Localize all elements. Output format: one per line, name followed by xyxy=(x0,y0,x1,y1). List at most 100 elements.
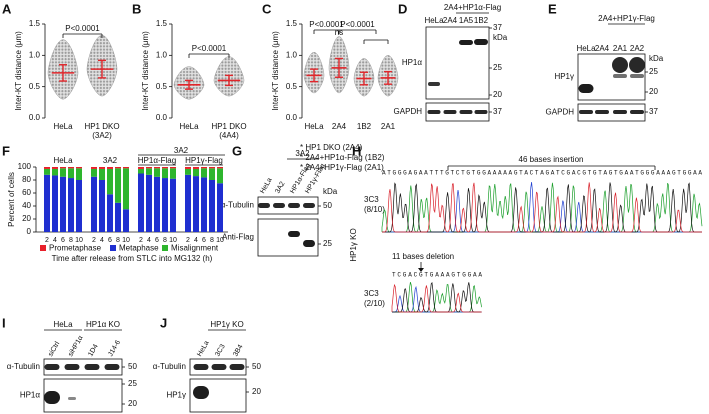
band xyxy=(579,110,593,114)
band xyxy=(68,397,76,400)
bar-segment xyxy=(185,174,191,232)
band xyxy=(303,203,315,208)
bar-segment xyxy=(76,180,82,232)
bar-segment xyxy=(217,168,223,184)
band xyxy=(273,203,285,208)
band xyxy=(193,364,209,370)
marker-label: 25 xyxy=(323,239,332,248)
row-label: HP1α xyxy=(402,58,423,67)
header-label: HeLa xyxy=(53,320,73,329)
bar-segment xyxy=(123,168,129,210)
row-label: α-Tubulin xyxy=(153,362,186,371)
lane-label: siCtrl xyxy=(47,340,61,358)
x-tick-label: 2 xyxy=(186,237,190,244)
bar-segment xyxy=(193,168,199,177)
note: * 2A4+HP1α-Flag (1B2) xyxy=(300,153,385,162)
row-label: HP1γ xyxy=(166,391,186,400)
bar-segment xyxy=(217,183,223,232)
panel-letter: J xyxy=(160,315,167,330)
x-tick-label: 2 xyxy=(45,237,49,244)
bar-segment xyxy=(76,167,82,169)
p-value: P<0.0001 xyxy=(340,20,375,29)
bar-segment xyxy=(107,167,113,169)
band xyxy=(229,364,245,370)
bar-segment xyxy=(193,167,199,169)
bar-segment xyxy=(99,167,105,169)
x-tick-label: HeLa xyxy=(53,122,73,131)
band xyxy=(44,364,60,370)
y-tick-label: 0.5 xyxy=(156,82,168,91)
annotation: 11 bases deletion xyxy=(392,252,454,261)
bar-segment xyxy=(115,167,121,169)
bar-segment xyxy=(201,167,207,169)
x-tick-label: (4A4) xyxy=(219,131,239,140)
panel-letter: E xyxy=(548,1,557,16)
band xyxy=(613,110,627,114)
band xyxy=(258,203,270,208)
bar-segment xyxy=(91,168,97,177)
x-tick-label: HP1 DKO xyxy=(84,122,119,131)
lane-label: J14-6 xyxy=(107,339,122,358)
bar-segment xyxy=(99,168,105,180)
y-tick-label: 40 xyxy=(22,201,31,210)
band xyxy=(104,364,120,370)
bar-segment xyxy=(123,209,129,232)
unit-label: kDa xyxy=(649,54,664,63)
sequence: ATGGGAGAATTTGTCTGTGGAAAAAGTACTAGATCGACGT… xyxy=(382,170,702,177)
x-tick-label: 8 xyxy=(69,237,73,244)
y-tick-label: 1.5 xyxy=(156,19,168,28)
marker-label: 25 xyxy=(649,67,658,76)
bar-segment xyxy=(193,176,199,232)
clone-ratio: (8/10) xyxy=(364,205,385,214)
bar-segment xyxy=(107,194,113,232)
marker-label: 37 xyxy=(649,107,658,116)
bar-segment xyxy=(68,168,74,179)
bar-segment xyxy=(209,180,215,232)
y-tick-label: 100 xyxy=(18,162,32,171)
blot xyxy=(425,26,490,100)
bar-segment xyxy=(44,167,50,169)
y-axis-label: Inter-KT distance (μm) xyxy=(271,31,280,111)
legend-swatch xyxy=(162,245,168,251)
lane-label: 3C3 xyxy=(214,343,227,358)
band xyxy=(578,84,594,93)
band xyxy=(629,57,645,73)
marker-label: 25 xyxy=(493,63,502,72)
panel-letter: A xyxy=(2,1,12,16)
bar-segment xyxy=(91,176,97,232)
side-label: HP1γ KO xyxy=(349,228,358,261)
annotation: 46 bases insertion xyxy=(519,155,584,164)
x-tick-label: 6 xyxy=(202,237,206,244)
band xyxy=(288,231,300,237)
band xyxy=(613,74,627,78)
group-label: HeLa xyxy=(53,156,73,165)
group-label: 3A2 xyxy=(174,146,189,155)
arrow-head xyxy=(418,268,424,272)
x-axis-label: Time after release from STLC into MG132 … xyxy=(52,254,213,263)
band xyxy=(64,364,80,370)
legend-label: Metaphase xyxy=(119,244,159,253)
panel-letter: H xyxy=(352,143,361,158)
marker-label: 50 xyxy=(252,362,261,371)
bar-segment xyxy=(44,174,50,232)
panel-letter: B xyxy=(132,1,141,16)
bar-segment xyxy=(209,168,215,180)
band xyxy=(474,110,488,114)
bar-segment xyxy=(170,168,176,179)
panel-letter: D xyxy=(398,1,407,16)
group-label: 3A2 xyxy=(103,156,118,165)
bar-segment xyxy=(154,167,160,169)
y-tick-label: 0.0 xyxy=(29,113,41,122)
row-label: HP1γ xyxy=(554,72,574,81)
x-tick-label: 6 xyxy=(108,237,112,244)
bar-segment xyxy=(138,173,144,232)
lane-label: 1D4 xyxy=(87,343,100,358)
bar-segment xyxy=(146,168,152,175)
bar-segment xyxy=(217,167,223,169)
bar-segment xyxy=(162,168,168,179)
y-tick-label: 1.5 xyxy=(286,19,298,28)
x-tick-label: 8 xyxy=(210,237,214,244)
bar-segment xyxy=(162,167,168,169)
row-label: GAPDH xyxy=(394,107,423,116)
bar-segment xyxy=(146,174,152,232)
